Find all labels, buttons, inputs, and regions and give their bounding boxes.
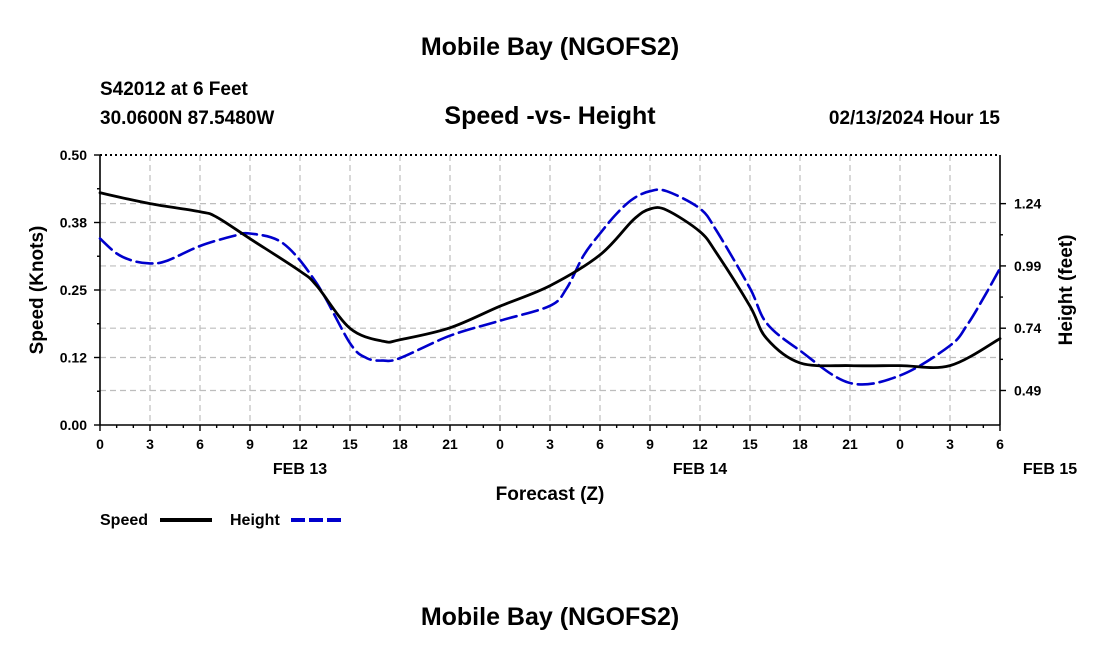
- x-tick-label: 18: [792, 436, 808, 452]
- x-tick-label: 15: [742, 436, 758, 452]
- right-tick-labels: 0.49 0.74 0.99 1.24: [1014, 196, 1041, 399]
- grid-lines: [100, 155, 1000, 425]
- right-tick-label: 0.74: [1014, 320, 1041, 336]
- x-tick-label: 3: [146, 436, 154, 452]
- left-tick-label: 0.38: [60, 215, 87, 231]
- left-tick-label: 0.50: [60, 147, 87, 163]
- left-tick-label: 0.12: [60, 350, 87, 366]
- x-axis-title: Forecast (Z): [496, 484, 605, 505]
- left-tick-labels: 0.00 0.12 0.25 0.38 0.50: [60, 147, 87, 433]
- date-labels: FEB 13 FEB 14 FEB 15: [273, 461, 1077, 478]
- date-label: FEB 15: [1023, 461, 1077, 478]
- x-tick-label: 21: [442, 436, 458, 452]
- x-tick-label: 9: [646, 436, 654, 452]
- x-tick-label: 3: [546, 436, 554, 452]
- x-tick-label: 0: [96, 436, 104, 452]
- x-tick-label: 0: [496, 436, 504, 452]
- x-tick-label: 9: [246, 436, 254, 452]
- x-tick-label: 6: [596, 436, 604, 452]
- series-line-height: [98, 188, 1002, 386]
- right-tick-label: 1.24: [1014, 196, 1041, 212]
- date-label: FEB 14: [673, 461, 727, 478]
- x-tick-label: 0: [896, 436, 904, 452]
- date-label: FEB 13: [273, 461, 327, 478]
- timestamp-label: 02/13/2024 Hour 15: [829, 108, 1001, 129]
- legend-height-label: Height: [230, 512, 280, 529]
- legend: Speed Height: [100, 512, 342, 529]
- x-tick-label: 18: [392, 436, 408, 452]
- data-series: [98, 188, 1002, 386]
- right-tick-label: 0.49: [1014, 382, 1041, 398]
- legend-speed-label: Speed: [100, 512, 148, 529]
- series-line-speed: [98, 191, 1002, 369]
- x-tick-label: 15: [342, 436, 358, 452]
- left-tick-label: 0.00: [60, 417, 87, 433]
- x-tick-label: 6: [996, 436, 1004, 452]
- x-tick-labels: 0 3 6 9 12 15 18 21 0 3 6 9 12 15 18 21 0 3 6: [96, 436, 1004, 452]
- right-axis-title: Height (feet): [1056, 235, 1077, 346]
- left-tick-label: 0.25: [60, 282, 87, 298]
- x-tick-label: 3: [946, 436, 954, 452]
- repeat-title: Mobile Bay (NGOFS2): [421, 603, 679, 631]
- chart-title: Speed -vs- Height: [444, 102, 656, 130]
- left-axis-title: Speed (Knots): [27, 226, 48, 355]
- coordinates-label: 30.0600N 87.5480W: [100, 108, 274, 129]
- right-tick-label: 0.99: [1014, 258, 1041, 274]
- x-tick-label: 21: [842, 436, 858, 452]
- x-tick-label: 12: [292, 436, 308, 452]
- x-tick-label: 6: [196, 436, 204, 452]
- page-title: Mobile Bay (NGOFS2): [421, 33, 679, 61]
- x-tick-label: 12: [692, 436, 708, 452]
- station-label: S42012 at 6 Feet: [100, 79, 249, 100]
